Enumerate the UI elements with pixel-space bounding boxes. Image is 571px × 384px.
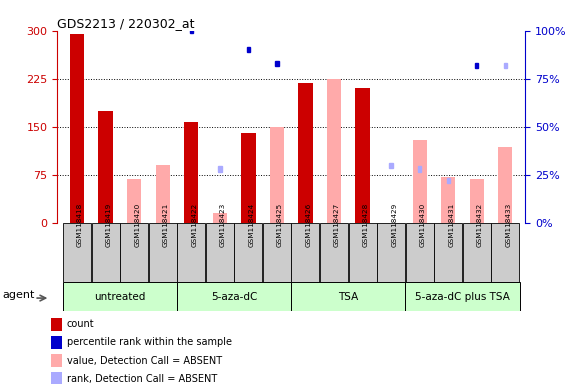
FancyBboxPatch shape <box>148 223 176 281</box>
Bar <box>241 133 256 223</box>
Bar <box>412 139 427 223</box>
Bar <box>498 147 513 223</box>
FancyBboxPatch shape <box>320 223 348 281</box>
FancyBboxPatch shape <box>206 223 234 281</box>
FancyBboxPatch shape <box>177 223 206 281</box>
Bar <box>270 127 284 223</box>
Text: GSM118425: GSM118425 <box>277 202 283 247</box>
Bar <box>327 79 341 223</box>
Text: GDS2213 / 220302_at: GDS2213 / 220302_at <box>57 17 195 30</box>
Bar <box>99 111 113 223</box>
Text: 5-aza-dC: 5-aza-dC <box>211 291 258 302</box>
FancyBboxPatch shape <box>491 223 519 281</box>
Bar <box>51 372 62 384</box>
FancyBboxPatch shape <box>177 282 291 311</box>
Bar <box>504 63 507 68</box>
Text: agent: agent <box>3 290 35 300</box>
Bar <box>51 336 62 349</box>
Text: GSM118424: GSM118424 <box>248 202 255 247</box>
Bar <box>127 179 142 223</box>
Text: percentile rank within the sample: percentile rank within the sample <box>67 338 232 348</box>
Bar <box>51 318 62 331</box>
FancyBboxPatch shape <box>291 223 320 281</box>
Text: 5-aza-dC plus TSA: 5-aza-dC plus TSA <box>415 291 510 302</box>
FancyBboxPatch shape <box>463 223 491 281</box>
Bar <box>212 213 227 223</box>
Bar <box>190 28 193 33</box>
Bar <box>418 166 421 172</box>
Text: GSM118418: GSM118418 <box>77 202 83 247</box>
Bar <box>70 34 85 223</box>
Text: GSM118429: GSM118429 <box>391 202 397 247</box>
FancyBboxPatch shape <box>405 282 520 311</box>
FancyBboxPatch shape <box>405 223 434 281</box>
Bar <box>218 166 222 172</box>
Bar <box>475 63 478 68</box>
Text: GSM118423: GSM118423 <box>220 202 226 247</box>
Bar <box>51 354 62 367</box>
Text: rank, Detection Call = ABSENT: rank, Detection Call = ABSENT <box>67 374 217 384</box>
Text: TSA: TSA <box>338 291 359 302</box>
FancyBboxPatch shape <box>120 223 148 281</box>
Text: GSM118428: GSM118428 <box>363 202 369 247</box>
Bar <box>441 177 455 223</box>
FancyBboxPatch shape <box>291 282 405 311</box>
Text: GSM118427: GSM118427 <box>334 202 340 247</box>
Bar <box>469 179 484 223</box>
Text: GSM118433: GSM118433 <box>505 202 512 247</box>
FancyBboxPatch shape <box>348 223 376 281</box>
FancyBboxPatch shape <box>263 223 291 281</box>
FancyBboxPatch shape <box>377 223 405 281</box>
Text: GSM118426: GSM118426 <box>305 202 312 247</box>
FancyBboxPatch shape <box>63 282 177 311</box>
FancyBboxPatch shape <box>234 223 263 281</box>
FancyBboxPatch shape <box>434 223 462 281</box>
Bar <box>155 165 170 223</box>
Text: untreated: untreated <box>94 291 146 302</box>
Bar <box>247 47 250 53</box>
Text: GSM118432: GSM118432 <box>477 202 483 247</box>
Text: GSM118431: GSM118431 <box>448 202 455 247</box>
Text: GSM118419: GSM118419 <box>106 202 112 247</box>
Text: GSM118430: GSM118430 <box>420 202 426 247</box>
FancyBboxPatch shape <box>92 223 120 281</box>
Text: value, Detection Call = ABSENT: value, Detection Call = ABSENT <box>67 356 222 366</box>
Bar <box>275 61 279 66</box>
Bar <box>298 83 312 223</box>
Bar <box>447 178 450 183</box>
Text: GSM118421: GSM118421 <box>163 202 169 247</box>
FancyBboxPatch shape <box>63 223 91 281</box>
Bar <box>184 122 199 223</box>
Bar <box>389 162 393 168</box>
Bar <box>355 88 370 223</box>
Text: GSM118420: GSM118420 <box>134 202 140 247</box>
Text: count: count <box>67 319 94 329</box>
Text: GSM118422: GSM118422 <box>191 202 198 247</box>
